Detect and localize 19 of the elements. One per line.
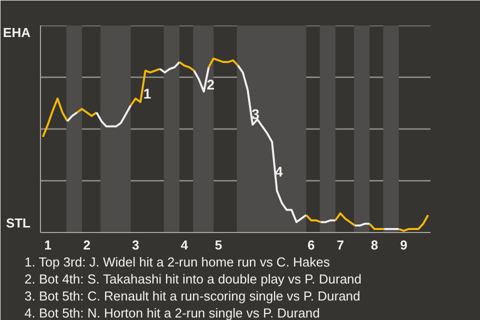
text: 3. Bot 5th: C. Renault hit a run-scoring single vs P. Durand (24, 288, 360, 304)
annotation: 4 (274, 164, 283, 180)
text: 1. Top 3rd: J. Widel hit a 2-run home run vs C. Hakes (24, 254, 330, 270)
annotation: 1 (143, 85, 152, 102)
text: 2. Bot 4th: S. Takahashi hit into a double play vs P. Durand (24, 272, 362, 286)
x-tick-label: 1 (44, 238, 52, 252)
text: STL (6, 216, 31, 231)
x-tick-label: 4 (180, 238, 189, 252)
annotation: 2 (206, 76, 215, 93)
x-tick-label: 9 (400, 238, 408, 252)
text: EHA (3, 25, 32, 40)
x-tick-label: 2 (83, 238, 90, 252)
x-tick-label: 5 (214, 238, 222, 252)
x-tick-label: 8 (370, 238, 378, 252)
annotation: 3 (252, 106, 260, 122)
text: 4. Bot 5th: N. Horton hit a 2-run single vs P. Durand (24, 306, 320, 320)
x-tick-label: 6 (307, 238, 315, 252)
x-tick-label: 7 (336, 238, 344, 252)
x-tick-label: 3 (132, 238, 140, 252)
